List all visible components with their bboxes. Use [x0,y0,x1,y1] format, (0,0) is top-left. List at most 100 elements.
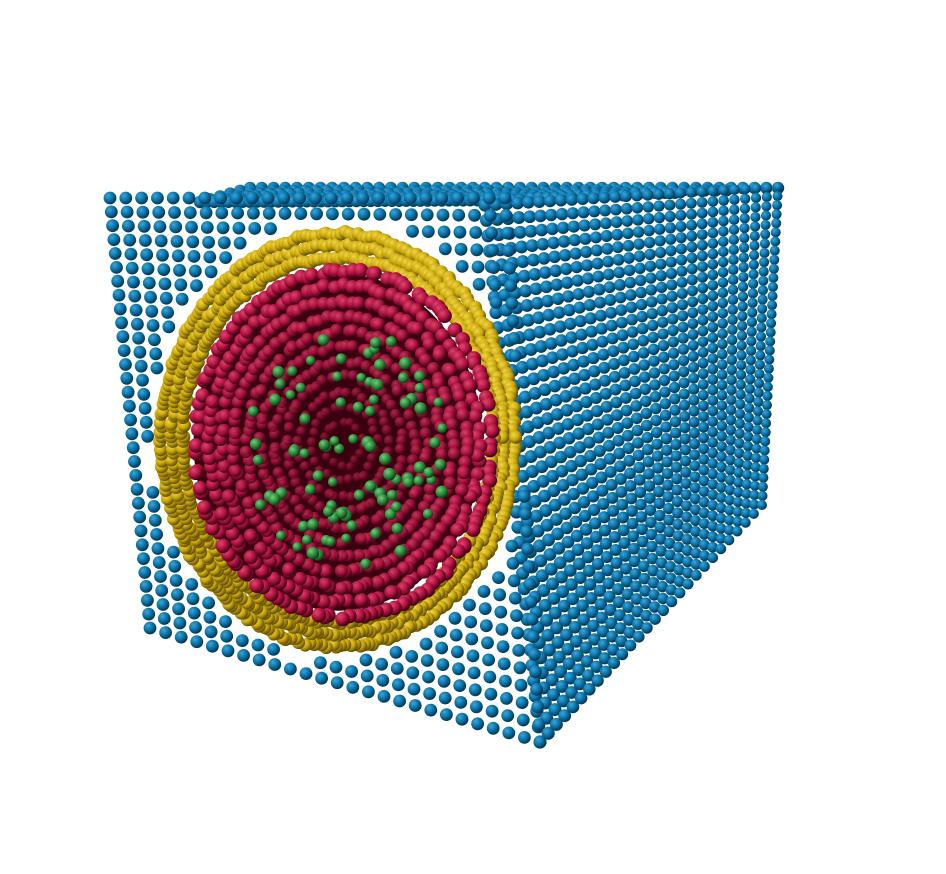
matrix-atom [136,373,149,387]
matrix-atom [622,227,634,240]
dopant-atom [391,501,402,513]
core-atom [324,488,335,499]
matrix-atom [485,704,499,718]
matrix-atom [528,268,542,281]
matrix-atom [667,336,679,348]
matrix-atom [618,354,630,367]
matrix-atom [643,224,655,237]
matrix-atom [718,236,729,247]
matrix-atom [717,277,729,288]
core-atom [188,465,204,481]
matrix-atom [589,646,602,660]
matrix-atom [569,515,583,529]
matrix-atom [603,281,616,294]
matrix-atom [716,410,728,422]
matrix-atom [687,285,698,297]
matrix-atom [539,397,553,411]
matrix-atom [555,570,568,584]
matrix-atom [481,636,494,650]
matrix-atom [591,418,604,431]
matrix-atom [697,336,709,348]
matrix-atom [156,248,169,262]
core-atom [355,503,367,515]
matrix-atom [614,279,626,291]
matrix-atom [551,527,564,541]
matrix-atom [541,628,555,642]
matrix-atom [550,408,564,421]
matrix-atom [536,354,549,368]
matrix-atom [749,240,760,251]
matrix-atom [630,412,643,425]
matrix-atom [135,191,149,205]
matrix-atom [547,688,561,702]
matrix-atom [578,368,591,382]
matrix-atom [576,192,589,206]
matrix-atom [609,543,622,557]
matrix-atom [632,618,644,630]
matrix-atom [503,261,516,275]
matrix-atom [423,687,436,700]
dopant-atom [335,397,346,408]
matrix-atom [718,215,729,227]
matrix-atom [707,227,719,239]
core-atom [283,458,295,470]
core-atom [243,528,258,543]
matrix-atom [728,234,740,245]
matrix-atom [107,233,121,247]
matrix-atom [749,499,760,510]
dopant-atom [386,489,398,501]
core-atom [272,413,284,426]
matrix-atom [589,530,603,544]
matrix-atom [468,683,482,697]
matrix-atom [607,345,620,358]
matrix-atom [718,195,729,206]
core-atom [290,476,302,488]
matrix-atom [245,191,259,205]
matrix-atom [716,430,728,442]
core-atom [228,370,242,384]
matrix-atom [168,559,182,573]
matrix-atom [377,690,391,703]
matrix-atom [525,239,539,252]
matrix-atom [753,387,764,398]
matrix-atom [733,487,744,498]
matrix-atom [707,353,719,364]
dopant-atom [268,393,282,406]
matrix-atom [552,541,566,555]
matrix-atom [667,324,679,337]
matrix-atom [112,288,126,302]
dopant-atom [413,475,424,486]
core-atom [296,426,307,437]
matrix-atom [455,712,469,726]
matrix-atom [284,662,297,676]
matrix-atom [688,372,700,384]
matrix-atom [651,450,664,462]
matrix-atom [146,319,160,332]
matrix-atom [679,433,691,445]
matrix-atom [583,564,596,577]
matrix-atom [518,507,532,521]
matrix-atom [552,650,566,664]
core-atom [350,580,365,595]
matrix-atom [681,544,693,557]
matrix-atom [563,303,576,317]
core-atom [372,433,383,444]
core-atom [319,565,333,579]
core-atom [301,332,314,346]
matrix-atom [585,463,598,476]
matrix-atom [669,416,681,428]
matrix-atom [725,454,736,466]
matrix-atom [758,463,769,474]
matrix-atom [748,508,759,519]
interface-shell-atoms [153,225,523,655]
matrix-atom [687,329,699,340]
matrix-atom [760,219,771,230]
matrix-atom [560,262,573,276]
matrix-atom [502,726,516,740]
matrix-atom [733,457,745,469]
matrix-atom [341,207,355,221]
matrix-atom [133,345,147,359]
matrix-atom [662,479,674,491]
matrix-atom [171,588,184,601]
core-atom [389,408,401,420]
